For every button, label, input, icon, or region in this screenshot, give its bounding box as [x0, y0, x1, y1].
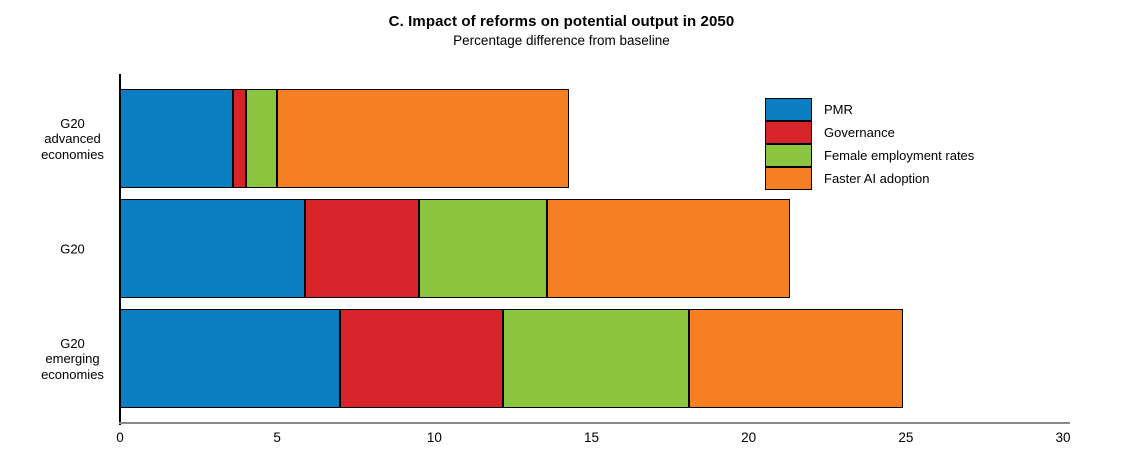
- category-label-g20-emerging-economies: G20 emerging economies: [41, 335, 104, 382]
- x-tick-label-10: 10: [426, 430, 442, 445]
- legend-label-female-employment-rates: Female employment rates: [824, 148, 975, 163]
- legend: PMR Governance Female employment rates Fast…: [765, 98, 974, 190]
- bar-segment-female-employment-rates: [418, 199, 548, 298]
- x-tick-label-0: 0: [116, 430, 124, 445]
- legend-swatch-pmr: [765, 98, 812, 121]
- legend-label-faster-ai-adoption: Faster AI adoption: [824, 171, 930, 186]
- bar-segment-governance: [340, 309, 504, 408]
- category-label-g20-advanced-economies: G20 advanced economies: [41, 115, 104, 162]
- legend-label-pmr: PMR: [824, 102, 853, 117]
- x-tick-label-5: 5: [273, 430, 281, 445]
- legend-item-female-employment-rates: Female employment rates: [765, 143, 975, 167]
- category-label-g20: G20: [60, 240, 85, 256]
- legend-swatch-female-employment-rates: [765, 143, 812, 167]
- legend-item-governance: Governance: [765, 120, 974, 144]
- x-tick-label-30: 30: [1055, 430, 1071, 445]
- bar-segment-faster-ai-adoption: [547, 199, 790, 298]
- x-tick-label-25: 25: [898, 430, 914, 445]
- x-axis-line: [119, 422, 1070, 424]
- chart-title: C. Impact of reforms on potential output…: [388, 13, 735, 30]
- chart-subtitle: Percentage difference from baseline: [453, 33, 670, 48]
- bar-segment-female-employment-rates: [503, 309, 689, 408]
- plot-area: [120, 74, 1063, 423]
- bar-segment-faster-ai-adoption: [688, 309, 903, 408]
- legend-swatch-governance: [765, 120, 812, 144]
- bar-segment-faster-ai-adoption: [277, 89, 570, 188]
- legend-item-faster-ai-adoption: Faster AI adoption: [765, 166, 974, 190]
- bar-segment-governance: [305, 199, 419, 298]
- legend-swatch-faster-ai-adoption: [765, 166, 812, 190]
- bar-segment-female-employment-rates: [245, 89, 278, 188]
- bar-segment-pmr: [120, 309, 341, 408]
- bar-segment-pmr: [120, 89, 234, 188]
- x-tick-label-20: 20: [741, 430, 757, 445]
- bar-segment-pmr: [120, 199, 306, 298]
- bar-segment-governance: [233, 89, 246, 188]
- legend-label-governance: Governance: [824, 125, 895, 140]
- legend-item-pmr: PMR: [765, 98, 974, 121]
- x-tick-label-15: 15: [583, 430, 600, 445]
